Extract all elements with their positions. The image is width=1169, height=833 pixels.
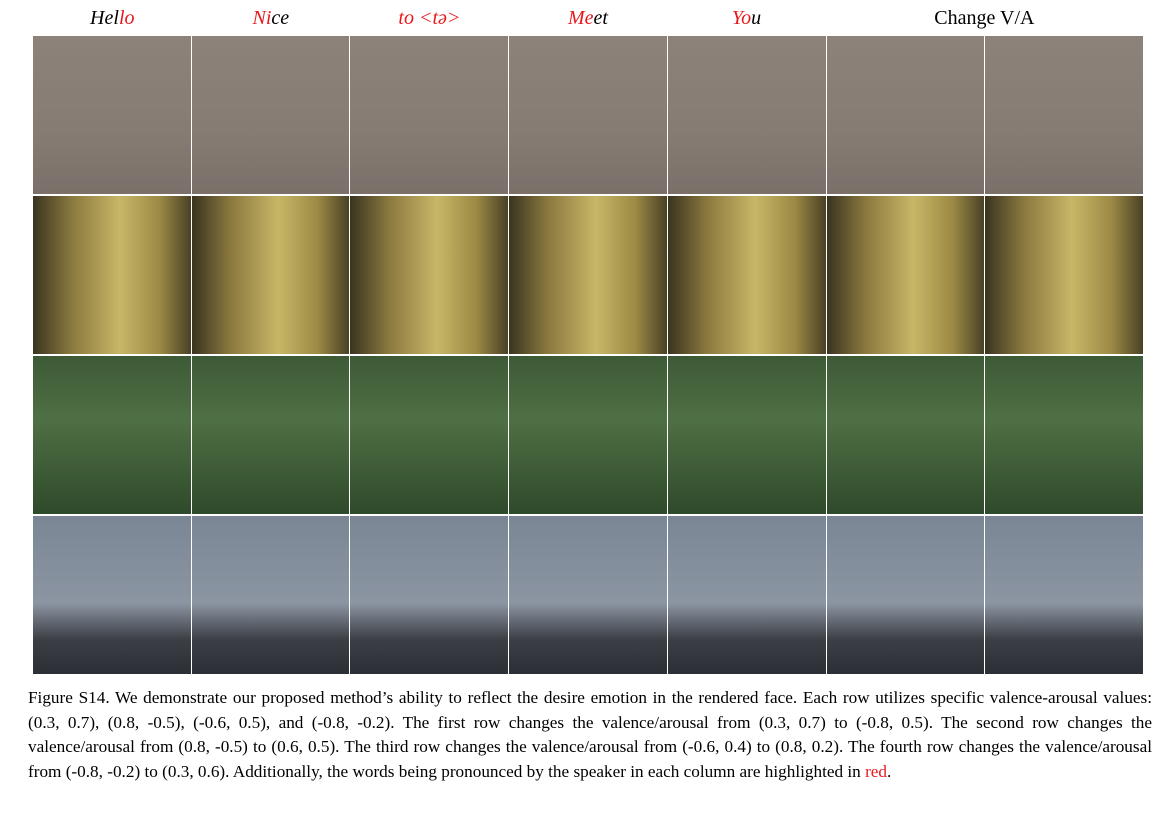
frame-r2-c2 <box>191 196 350 354</box>
row-speaker-2 <box>33 196 1144 354</box>
frame-r1-c1 <box>33 36 191 194</box>
frame-r3-c6 <box>826 356 985 514</box>
frame-r3-c5 <box>667 356 826 514</box>
frame-r1-c6 <box>826 36 985 194</box>
frame-r3-c3 <box>350 356 509 514</box>
frame-r3-c7 <box>985 356 1144 514</box>
caption-highlight-word: red <box>865 761 888 781</box>
figure: Hello Nice to <tə> Meet You Change V/A <box>33 0 1144 674</box>
frame-r4-c7 <box>985 516 1144 674</box>
column-header-hello: Hello <box>90 6 135 29</box>
frame-r4-c6 <box>826 516 985 674</box>
caption-label: Figure S14. <box>28 688 110 707</box>
caption-text: We demonstrate our proposed method’s abi… <box>28 688 1153 781</box>
column-header-nice: Nice <box>252 6 290 29</box>
frame-r4-c4 <box>509 516 667 674</box>
figure-caption: Figure S14. We demonstrate our proposed … <box>28 686 1152 784</box>
frame-r1-c3 <box>350 36 509 194</box>
frame-r2-c5 <box>667 196 826 354</box>
row-speaker-4 <box>33 516 1144 674</box>
caption-end: . <box>887 761 892 781</box>
frame-r1-c4 <box>509 36 667 194</box>
frame-r3-c1 <box>33 356 191 514</box>
frame-r2-c3 <box>350 196 509 354</box>
frame-r4-c1 <box>33 516 191 674</box>
row-speaker-3 <box>33 356 1144 514</box>
column-header-row: Hello Nice to <tə> Meet You Change V/A <box>33 0 1143 36</box>
column-header-to: to <tə> <box>398 6 461 29</box>
frame-r2-c7 <box>985 196 1144 354</box>
frame-r3-c2 <box>191 356 350 514</box>
frame-r1-c5 <box>667 36 826 194</box>
row-speaker-1 <box>33 36 1144 194</box>
column-header-meet: Meet <box>567 6 608 29</box>
frame-r4-c5 <box>667 516 826 674</box>
frame-r2-c1 <box>33 196 191 354</box>
column-header-you: You <box>731 6 762 29</box>
frame-r3-c4 <box>509 356 667 514</box>
frame-r4-c3 <box>350 516 509 674</box>
column-header-change-va: Change V/A <box>934 6 1035 29</box>
frame-r2-c6 <box>826 196 985 354</box>
face-grid <box>33 36 1144 674</box>
frame-r4-c2 <box>191 516 350 674</box>
frame-r1-c7 <box>985 36 1144 194</box>
frame-r1-c2 <box>191 36 350 194</box>
frame-r2-c4 <box>509 196 667 354</box>
